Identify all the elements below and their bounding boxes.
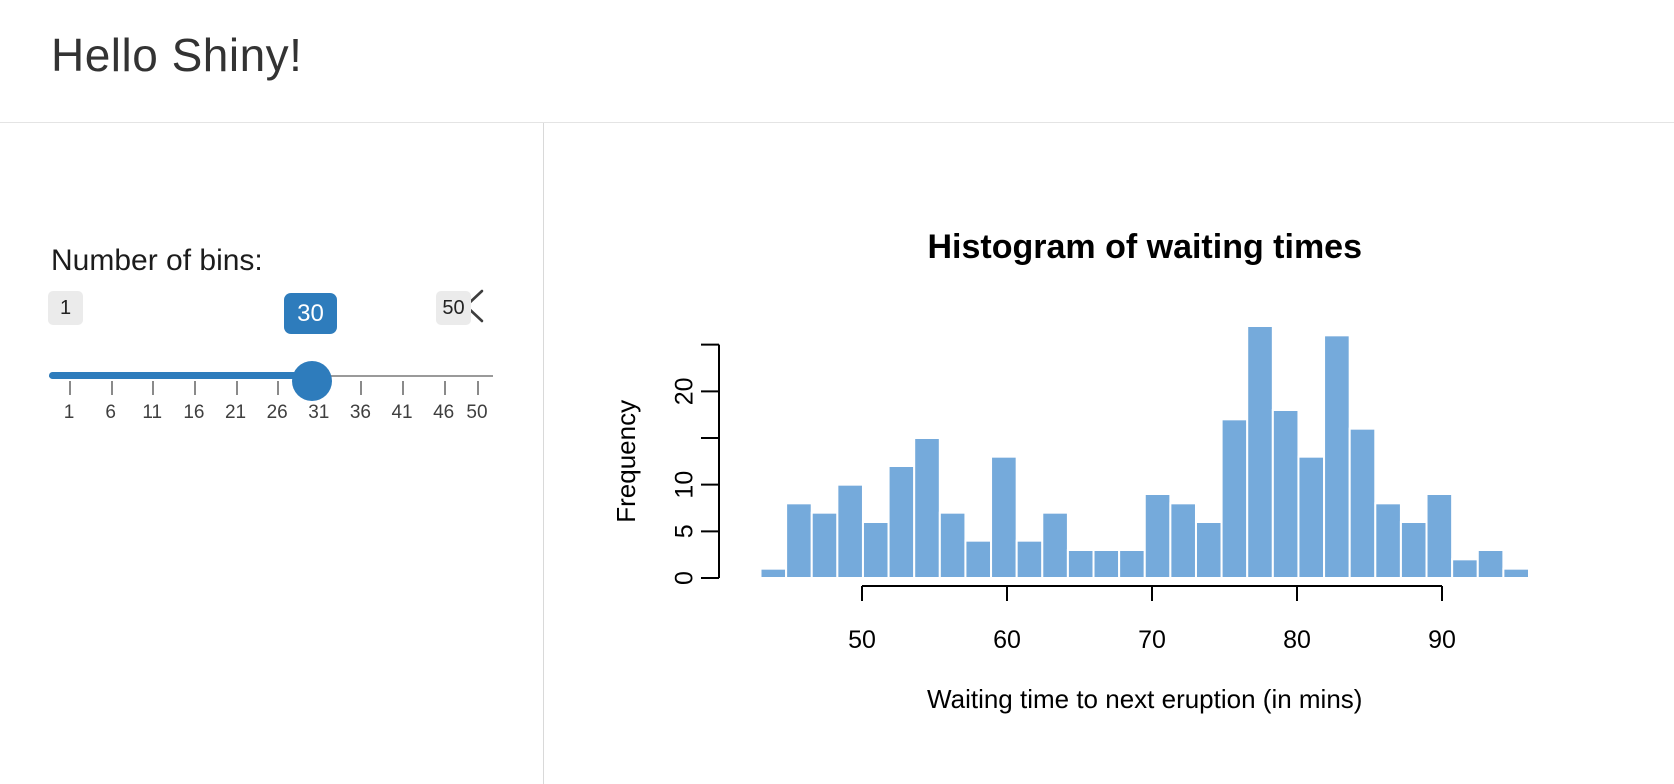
app-title: Hello Shiny!: [51, 29, 303, 81]
histogram-bar: [1348, 427, 1377, 579]
histogram-bar: [1425, 493, 1454, 580]
slider-tick-label: 16: [183, 402, 205, 423]
histogram-bar: [1374, 502, 1402, 579]
x-axis-tick-label: 90: [1428, 626, 1456, 654]
histogram-bar: [785, 502, 813, 579]
slider-tick-label: 6: [105, 402, 116, 423]
slider-value-badge: 30: [284, 293, 337, 334]
histogram-bar: [1399, 521, 1428, 580]
histogram-bar: [1476, 549, 1505, 579]
slider-max-badge: 50: [436, 291, 471, 325]
y-axis-tick-label: 0: [671, 571, 699, 585]
x-axis-tick-label: 50: [848, 626, 876, 654]
histogram-bar: [1246, 325, 1274, 579]
histogram-bar: [1220, 418, 1249, 579]
histogram-bar: [1092, 549, 1121, 579]
histogram-bar: [1041, 511, 1069, 579]
slider-tick-label: 46: [433, 402, 455, 423]
slider-tick-mark: [193, 381, 196, 395]
slider-tick-mark: [360, 381, 363, 395]
slider-tick-mark: [152, 381, 155, 395]
y-axis-label: Frequency: [611, 400, 641, 523]
histogram-bar: [1451, 558, 1479, 580]
plot-title: Histogram of waiting times: [928, 228, 1363, 266]
histogram-bar: [964, 539, 993, 580]
histogram-bar: [1194, 521, 1223, 580]
histogram-bar: [1143, 493, 1172, 580]
x-axis-tick-label: 70: [1138, 626, 1166, 654]
histogram-bar: [836, 483, 864, 579]
y-axis-tick-label: 5: [671, 524, 699, 538]
slider-tick-mark: [277, 381, 280, 395]
slider-tick-mark: [477, 381, 479, 395]
histogram-bar: [759, 567, 788, 579]
histogram-bar: [1323, 334, 1351, 579]
slider-tick-label: 11: [142, 402, 163, 423]
histogram-bar: [887, 465, 916, 579]
x-axis-label: Waiting time to next eruption (in mins): [927, 684, 1362, 714]
main-panel: Histogram of waiting times 50 60 70 80 90 Wait…: [545, 123, 1674, 784]
x-axis-tick-label: 60: [993, 626, 1021, 654]
histogram-bar: [1169, 502, 1197, 579]
slider-min-badge: 1: [48, 291, 83, 325]
slider-tick-mark: [402, 381, 405, 395]
slider-label: Number of bins:: [51, 244, 263, 277]
slider-tick-label: 50: [466, 402, 488, 423]
slider-tick-mark: [443, 381, 446, 395]
slider-tick-label: 21: [224, 402, 247, 423]
histogram-bar: [1271, 409, 1300, 579]
slider-handle[interactable]: [291, 361, 332, 401]
histogram-bar: [810, 511, 839, 579]
histogram-bar: [938, 511, 967, 579]
slider-tick-label: 26: [266, 402, 288, 423]
slider-track-fill: [49, 372, 312, 379]
histogram-bar: [861, 521, 890, 580]
slider-tick-mark: [69, 381, 71, 395]
y-axis-tick-label: 10: [671, 471, 699, 499]
histogram-bar: [1015, 539, 1044, 580]
histogram-bar: [913, 437, 941, 579]
histogram-bar: [990, 455, 1018, 580]
slider-tick-label: 1: [63, 402, 75, 423]
histogram-bar: [1066, 549, 1095, 579]
slider-tick-label: 41: [391, 402, 413, 423]
slider-tick-label: 36: [349, 402, 371, 423]
app-header: Hello Shiny!: [0, 0, 1674, 123]
y-axis-tick-label: 20: [671, 377, 699, 405]
slider-tick-mark: [110, 381, 113, 395]
histogram-bar: [1297, 455, 1326, 580]
slider-track[interactable]: [49, 368, 493, 394]
slider-tick-label: 31: [308, 402, 330, 423]
x-axis-tick-label: 80: [1283, 626, 1311, 654]
sidebar: [0, 123, 544, 784]
slider-tick-mark: [235, 381, 238, 395]
histogram-bar: [1502, 567, 1531, 579]
histogram-bar: [1118, 549, 1146, 579]
